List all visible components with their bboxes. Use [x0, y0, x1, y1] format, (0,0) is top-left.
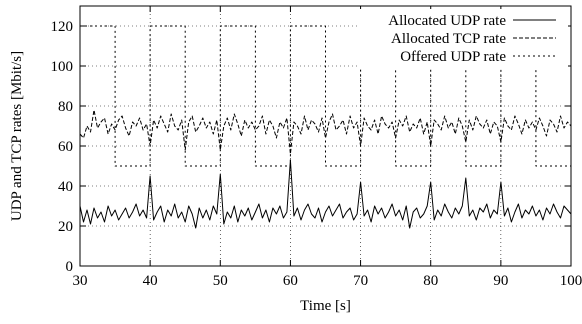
y-axis-title: UDP and TCP rates [Mbit/s] — [9, 51, 25, 221]
y-tick-label: 20 — [58, 219, 73, 235]
y-tick-label: 0 — [66, 259, 74, 275]
x-tick-label: 90 — [493, 273, 508, 289]
y-tick-label: 60 — [58, 139, 73, 155]
grid — [80, 6, 571, 266]
x-tick-label: 50 — [213, 273, 228, 289]
y-tick-label: 100 — [51, 59, 74, 75]
x-tick-label: 100 — [560, 273, 582, 289]
x-tick-label: 70 — [353, 273, 368, 289]
x-axis-title: Time [s] — [300, 298, 351, 314]
y-tick-label: 40 — [58, 179, 73, 195]
legend-background — [360, 9, 568, 69]
series-line-allocated-udp-rate — [79, 159, 572, 229]
series-layer — [79, 25, 572, 229]
legend-label: Allocated UDP rate — [388, 13, 506, 29]
plot-frame — [79, 5, 572, 267]
x-tick-label: 60 — [283, 273, 298, 289]
legend-label: Allocated TCP rate — [391, 31, 506, 47]
x-tick-label: 80 — [423, 273, 438, 289]
series-line-allocated-tcp-rate — [79, 109, 572, 155]
y-tick-label: 80 — [58, 99, 73, 115]
legend-label: Offered UDP rate — [400, 49, 506, 65]
legend: Allocated UDP rate Allocated TCP rate Offe… — [360, 9, 568, 69]
series-line-offered-udp-rate — [80, 25, 571, 167]
y-tick-label: 120 — [51, 19, 74, 35]
x-tick-label: 40 — [143, 273, 158, 289]
axis-ticks: 0 20 40 60 80 100 120 30 40 50 60 70 80 90 100 — [51, 6, 582, 289]
x-tick-label: 30 — [73, 273, 88, 289]
